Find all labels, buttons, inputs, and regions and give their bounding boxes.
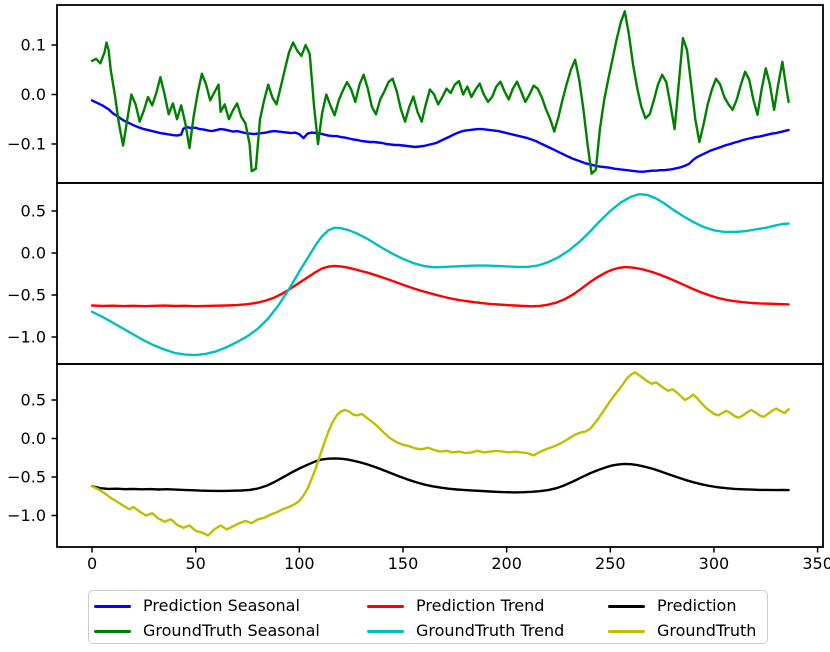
axes-spine <box>56 182 824 365</box>
legend-item-label: GroundTruth Trend <box>416 621 565 640</box>
legend-item-groundtruth-seasonal: GroundTruth Seasonal <box>94 620 320 642</box>
legend-item-label: Prediction Trend <box>416 596 545 615</box>
legend-item-label: Prediction Seasonal <box>143 596 300 615</box>
x-tick-label: 150 <box>388 554 419 573</box>
x-tick-label: 100 <box>284 554 315 573</box>
legend-item-prediction-seasonal: Prediction Seasonal <box>94 595 300 617</box>
subplot-3: 0.5 0.0 −0.5 −1.0 0 50 100 150 200 250 300 350 <box>7 363 830 573</box>
legend-line-sample <box>94 604 131 608</box>
x-tick-label: 200 <box>491 554 522 573</box>
y-tick-label: −0.1 <box>7 134 46 153</box>
y-tick-label: −0.5 <box>7 467 46 486</box>
legend-line-sample <box>608 629 645 633</box>
y-tick-label: 0.1 <box>21 35 46 54</box>
legend-item-prediction: Prediction <box>608 595 736 617</box>
x-tick-label: 0 <box>87 554 97 573</box>
x-tick-label: 300 <box>699 554 730 573</box>
series-line-prediction-trend <box>90 264 790 308</box>
legend-item-label: Prediction <box>657 596 737 615</box>
legend-item-label: GroundTruth <box>657 621 757 640</box>
series-line-groundtruth-seasonal <box>90 10 790 175</box>
axes-spine <box>56 363 824 548</box>
series-line-prediction <box>90 457 790 494</box>
legend-item-groundtruth-trend: GroundTruth Trend <box>367 620 564 642</box>
legend-line-sample <box>367 604 404 608</box>
legend-line-sample <box>367 629 404 633</box>
x-tick-label: 350 <box>802 554 830 573</box>
subplot-1: 0.1 0.0 −0.1 <box>7 4 824 184</box>
legend-line-sample <box>608 604 645 608</box>
legend: Prediction Seasonal GroundTruth Seasonal… <box>88 590 768 644</box>
legend-item-groundtruth: GroundTruth <box>608 620 756 642</box>
series-line-groundtruth <box>90 371 790 537</box>
legend-item-prediction-trend: Prediction Trend <box>367 595 544 617</box>
y-tick-label: −1.0 <box>7 328 46 347</box>
y-tick-label: −0.5 <box>7 286 46 305</box>
y-tick-label: 0.0 <box>21 243 46 262</box>
y-tick-label: 0.5 <box>21 201 46 220</box>
y-tick-label: −1.0 <box>7 506 46 525</box>
legend-line-sample <box>94 629 131 633</box>
x-tick-label: 250 <box>595 554 626 573</box>
axes-spine <box>56 4 824 184</box>
y-tick-label: 0.0 <box>21 429 46 448</box>
subplot-2: 0.5 0.0 −0.5 −1.0 <box>7 182 824 365</box>
legend-item-label: GroundTruth Seasonal <box>143 621 320 640</box>
y-tick-label: 0.5 <box>21 390 46 409</box>
chart-canvas: 0.1 0.0 −0.1 0.5 0.0 −0.5 −1.0 0.5 0.0 −0.5 −1.0 0 5… <box>7 4 830 573</box>
series-line-prediction-seasonal <box>90 99 790 173</box>
y-tick-label: 0.0 <box>21 85 46 104</box>
x-tick-label: 50 <box>186 554 206 573</box>
series-line-groundtruth-trend <box>90 192 790 357</box>
